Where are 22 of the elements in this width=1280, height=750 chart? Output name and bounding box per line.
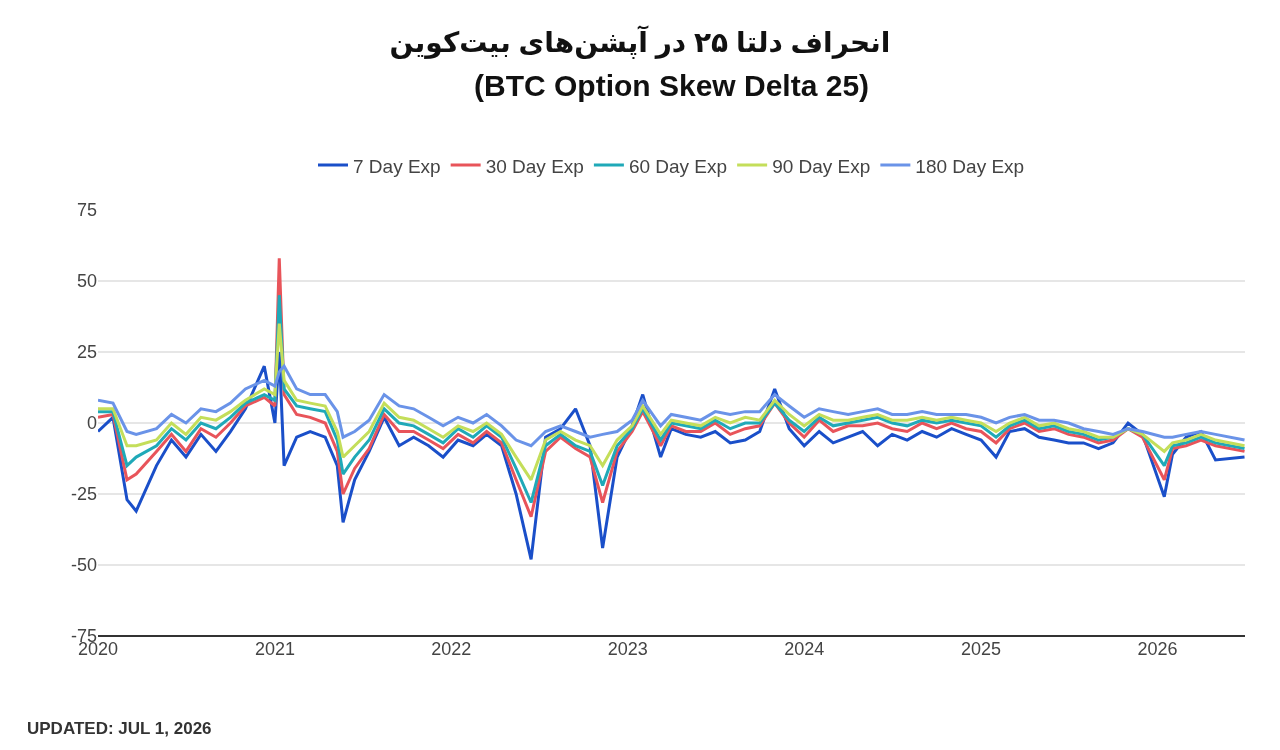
- line-series: [98, 322, 1245, 482]
- y-tick-label: -50: [70, 555, 97, 576]
- y-tick-label: -25: [70, 484, 97, 505]
- x-tick-label: 2023: [607, 639, 648, 659]
- y-tick-label: 25: [76, 342, 97, 363]
- legend-label: 90 Day Exp: [772, 155, 871, 177]
- x-tick-label: 2024: [784, 639, 825, 659]
- line-series: [98, 364, 1245, 448]
- y-tick-label: 50: [76, 271, 97, 292]
- x-tick-label: 2026: [1137, 639, 1178, 659]
- text: UPDATED: JUL 1, 2026: [27, 719, 212, 738]
- chart-subtitle: (BTC Option Skew Delta 25): [474, 69, 870, 102]
- x-tick-label: 2022: [431, 639, 472, 659]
- legend-label: 7 Day Exp: [353, 155, 441, 177]
- y-tick-label: 0: [86, 413, 97, 434]
- x-tick-label: 2021: [254, 639, 295, 659]
- y-tick-label: 75: [76, 200, 97, 221]
- legend-label: 30 Day Exp: [485, 155, 584, 177]
- chart-title: انحراف دلتا ۲۵ در آپشن‌های بیت‌کوین: [389, 24, 891, 59]
- legend-label: 60 Day Exp: [628, 155, 728, 177]
- x-tick-label: 2025: [961, 639, 1002, 659]
- legend-label: 180 Day Exp: [915, 155, 1025, 177]
